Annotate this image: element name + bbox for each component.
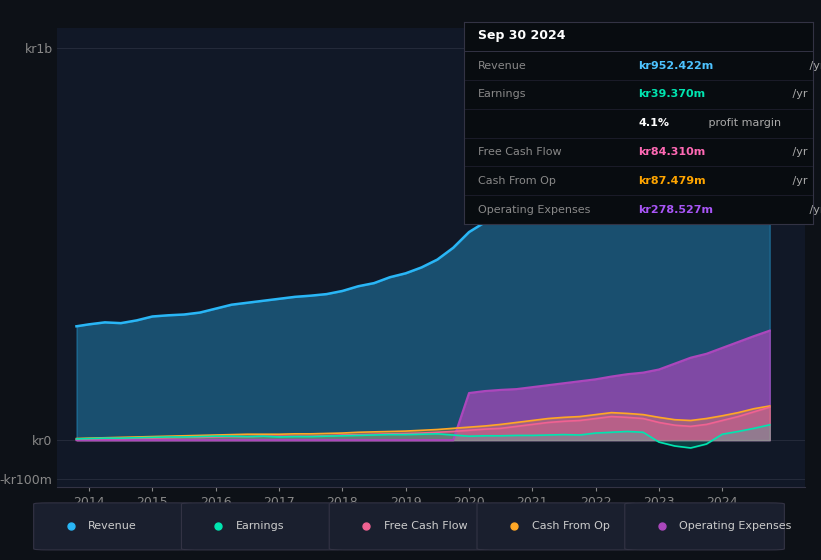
FancyBboxPatch shape [477,503,636,550]
Text: Cash From Op: Cash From Op [478,176,556,186]
Text: kr84.310m: kr84.310m [639,147,705,157]
Text: Sep 30 2024: Sep 30 2024 [478,29,566,42]
Text: profit margin: profit margin [705,118,782,128]
Text: kr39.370m: kr39.370m [639,90,705,100]
Text: /yr: /yr [789,147,808,157]
Text: kr278.527m: kr278.527m [639,204,713,214]
Text: kr952.422m: kr952.422m [639,60,713,71]
Text: /yr: /yr [789,90,808,100]
FancyBboxPatch shape [181,503,341,550]
Text: Earnings: Earnings [236,521,285,531]
FancyBboxPatch shape [625,503,784,550]
Text: Cash From Op: Cash From Op [532,521,609,531]
Text: /yr: /yr [805,204,821,214]
Text: kr87.479m: kr87.479m [639,176,706,186]
Text: Earnings: Earnings [478,90,526,100]
Text: /yr: /yr [805,60,821,71]
Text: Revenue: Revenue [89,521,137,531]
Text: Free Cash Flow: Free Cash Flow [478,147,562,157]
FancyBboxPatch shape [34,503,193,550]
FancyBboxPatch shape [329,503,488,550]
Text: /yr: /yr [789,176,808,186]
Text: Revenue: Revenue [478,60,526,71]
Text: Operating Expenses: Operating Expenses [478,204,590,214]
Text: Operating Expenses: Operating Expenses [680,521,791,531]
Text: 4.1%: 4.1% [639,118,669,128]
Text: Free Cash Flow: Free Cash Flow [384,521,467,531]
